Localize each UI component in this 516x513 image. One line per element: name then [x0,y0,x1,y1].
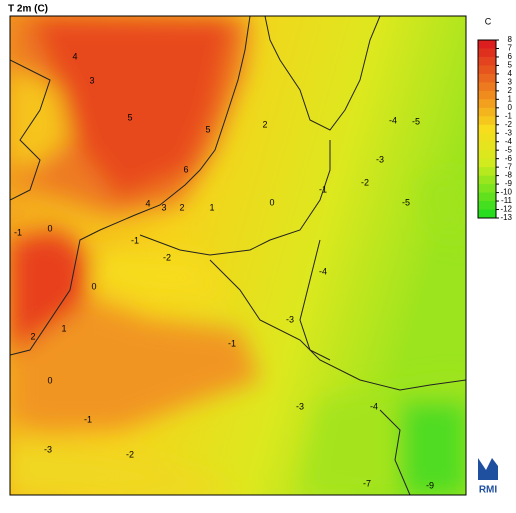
colorbar-label: 4 [508,69,513,78]
contour-label: -5 [402,197,410,207]
contour-label: -2 [361,177,369,187]
colorbar-label: -12 [500,205,512,214]
contour-label: -1 [228,338,236,348]
logo-text: RMI [479,485,498,496]
colorbar-segment [478,56,496,66]
contour-label: 2 [179,202,184,212]
colorbar-segment [478,150,496,160]
colorbar-label: 5 [508,61,513,70]
contour-label: 4 [145,198,150,208]
colorbar-segment [478,141,496,151]
colorbar-segment [478,201,496,211]
colorbar-segment [478,65,496,75]
colorbar-segment [478,107,496,117]
colorbar-segment [478,90,496,100]
contour-label: -4 [389,115,397,125]
colorbar-label: 6 [508,52,513,61]
colorbar-segment [478,167,496,177]
colorbar-unit: C [485,16,492,26]
colorbar-segment [478,82,496,92]
contour-label: -1 [84,414,92,424]
contour-label: 5 [205,124,210,134]
colorbar-label: -10 [500,188,512,197]
contour-label: 0 [47,375,52,385]
colorbar-segment [478,184,496,194]
contour-label: -3 [286,314,294,324]
colorbar-segment [478,116,496,126]
contour-label: -9 [426,480,434,490]
colorbar-label: 7 [508,44,513,53]
colorbar-segment [478,124,496,134]
colorbar-segment [478,158,496,168]
contour-label: 6 [183,164,188,174]
colorbar-label: -1 [505,111,513,120]
colorbar-segment [478,40,496,49]
colorbar-frame [477,39,497,219]
map-frame [9,15,467,496]
contour-label: -1 [14,227,22,237]
colorbar-label: -2 [505,120,513,129]
contour-label: 3 [89,75,94,85]
contour-label: 0 [91,281,96,291]
colorbar-segment [478,192,496,202]
map-title: T 2m (C) [8,4,48,15]
colorbar-label: 3 [508,77,513,86]
colorbar-segment [478,209,496,219]
contour-label: -2 [126,449,134,459]
colorbar-label: -7 [505,162,513,171]
colorbar-label: -9 [505,179,513,188]
contour-label: -3 [44,444,52,454]
logo: RMI [478,458,498,496]
colorbar-label: -11 [501,196,513,205]
contour-label: -4 [319,266,327,276]
colorbar-label: 2 [508,86,513,95]
colorbar-label: -3 [505,128,513,137]
contour-label: 3 [161,202,166,212]
colorbar-label: 8 [508,35,513,44]
contour-label: 5 [127,112,132,122]
coastlines [10,16,466,495]
contour-label: 0 [269,197,274,207]
colorbar-label: -4 [505,137,513,146]
contour-label: -1 [319,184,327,194]
contour-label: -5 [412,116,420,126]
contour-label: -1 [131,235,139,245]
colorbar-segment [478,73,496,83]
contour-labels: 4 3 5 5 6 4 3 2 1 0 -1 0 -1 -2 0 1 2 0 -1 -2 -3 -1 -3 -4 -1 -2 -3 -… [14,51,434,490]
colorbar-label: -8 [505,171,513,180]
contour-label: 2 [262,119,267,129]
colorbar-label: 0 [508,103,513,112]
colorbar-label: -5 [505,145,513,154]
contour-label: -7 [363,478,371,488]
colorbar-label: 1 [508,94,513,103]
contour-label: 1 [209,202,214,212]
temperature-field [10,16,466,495]
contour-label: -3 [376,154,384,164]
contour-label: -3 [296,401,304,411]
contour-label: 4 [72,51,77,61]
colorbar-label: -6 [505,154,513,163]
contour-label: 2 [30,331,35,341]
colorbar-segment [478,99,496,109]
contour-label: -2 [163,252,171,262]
contour-label: 0 [47,223,52,233]
colorbar-segment [478,48,496,58]
colorbar-segment [478,133,496,143]
colorbar-segment [478,175,496,185]
colorbar-label: -13 [500,213,512,222]
contour-label: 1 [61,323,66,333]
contour-label: -4 [370,401,378,411]
